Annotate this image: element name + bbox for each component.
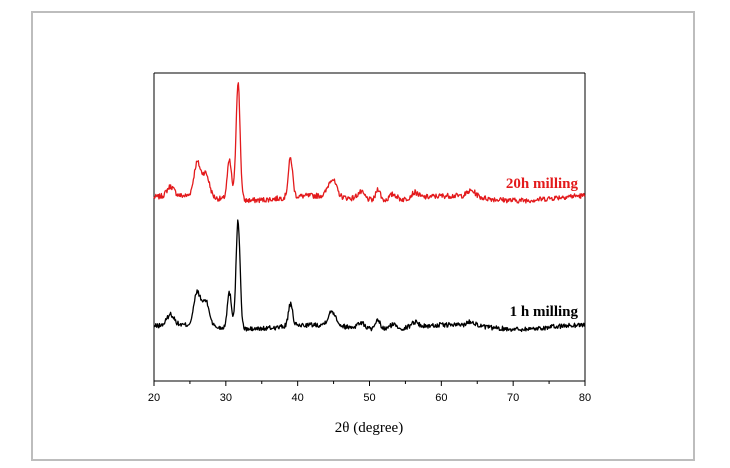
figure-frame (31, 11, 695, 461)
x-tick-label: 60 (435, 392, 447, 404)
x-tick-label: 70 (507, 392, 519, 404)
x-tick-label: 20 (148, 392, 160, 404)
series-line-0 (153, 82, 586, 204)
series-layer: 20h milling 1 h milling (153, 82, 586, 333)
series-label-0: 20h milling (506, 176, 579, 192)
x-tick-label: 50 (363, 392, 375, 404)
plot-axes (153, 72, 586, 382)
x-tick-label: 30 (220, 392, 232, 404)
series-line-1 (153, 219, 586, 333)
series-label-1: 1 h milling (510, 304, 579, 320)
x-axis-title: 2θ (degree) (335, 420, 403, 436)
x-tick-label: 80 (579, 392, 591, 404)
x-ticks: 20 30 40 50 60 70 80 (148, 381, 591, 404)
x-tick-label: 40 (292, 392, 304, 404)
